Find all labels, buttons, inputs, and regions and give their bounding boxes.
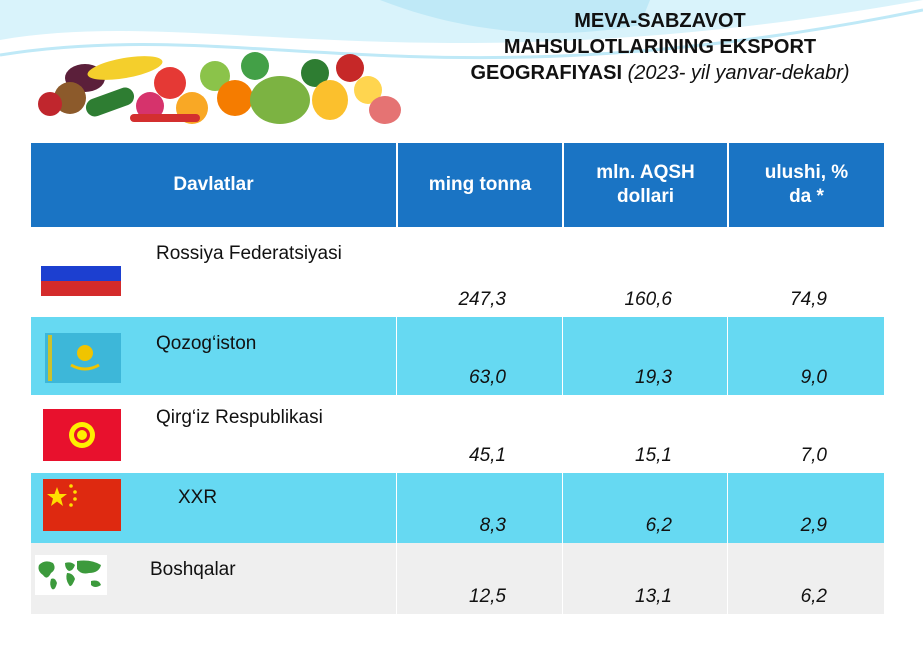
china-flag <box>43 479 121 531</box>
country-name: Qirg‘iz Respublikasi <box>156 407 323 428</box>
table-row: Qozog‘iston 63,0 19,3 9,0 <box>31 317 884 395</box>
table-row: XXR 8,3 6,2 2,9 <box>31 473 884 543</box>
table-row: Boshqalar 12,5 13,1 6,2 <box>31 543 884 614</box>
country-name: XXR <box>178 487 218 508</box>
title-line-2: MAHSULOTLARINING EKSPORT <box>503 36 817 58</box>
share-value: 74,9 <box>790 289 827 310</box>
world-map-icon <box>35 555 107 595</box>
usd-value: 13,1 <box>635 586 672 607</box>
kazakhstan-flag <box>45 333 121 383</box>
table-row: Rossiya Federatsiyasi 247,3 160,6 74,9 <box>31 227 884 317</box>
fruits-vegetables-image <box>38 52 401 124</box>
background-wave <box>0 0 923 60</box>
header-share: ulushi, % da * <box>727 143 884 227</box>
usd-value: 160,6 <box>624 289 672 310</box>
share-value: 2,9 <box>800 515 827 536</box>
country-name: Rossiya Federatsiyasi <box>156 243 342 264</box>
page-title: MEVA-SABZAVOT MAHSULOTLARINING EKSPORT G… <box>420 8 900 86</box>
tonnes-value: 247,3 <box>458 289 506 310</box>
table-header: Davlatlar ming tonna mln. AQSH dollari u… <box>31 143 884 227</box>
title-period: (2023- yil yanvar-dekabr) <box>627 62 850 84</box>
share-value: 6,2 <box>800 586 827 607</box>
tonnes-value: 8,3 <box>479 515 506 536</box>
share-value: 7,0 <box>800 445 827 466</box>
table-row: Qirg‘iz Respublikasi 45,1 15,1 7,0 <box>31 395 884 473</box>
country-name: Boshqalar <box>150 559 236 580</box>
usd-value: 15,1 <box>635 445 672 466</box>
tonnes-value: 63,0 <box>469 367 506 388</box>
export-table: Davlatlar ming tonna mln. AQSH dollari u… <box>31 143 884 614</box>
russia-flag <box>41 251 121 296</box>
header-tonnes: ming tonna <box>396 143 562 227</box>
country-name: Qozog‘iston <box>156 333 257 354</box>
header-country: Davlatlar <box>173 174 254 195</box>
share-value: 9,0 <box>800 367 827 388</box>
title-line-3: GEOGRAFIYASI (2023- yil yanvar-dekabr) <box>420 60 900 86</box>
tonnes-value: 12,5 <box>469 586 506 607</box>
header-usd: mln. AQSH dollari <box>562 143 727 227</box>
title-line-1: MEVA-SABZAVOT <box>574 10 746 32</box>
title-line-3-main: GEOGRAFIYASI <box>470 62 622 84</box>
kyrgyzstan-flag <box>43 409 121 461</box>
usd-value: 19,3 <box>635 367 672 388</box>
tonnes-value: 45,1 <box>469 445 506 466</box>
usd-value: 6,2 <box>645 515 672 536</box>
